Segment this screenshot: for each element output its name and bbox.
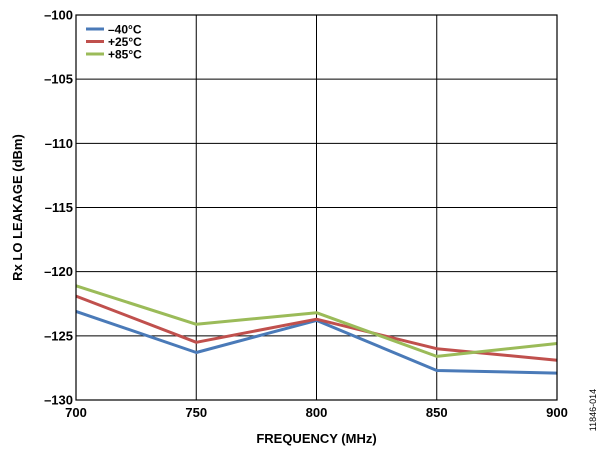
y-axis-title: Rx LO LEAKAGE (dBm) bbox=[10, 134, 25, 281]
legend-label: –40°C bbox=[108, 23, 142, 37]
legend-label: +85°C bbox=[108, 48, 142, 62]
figure-id: 11846-014 bbox=[588, 389, 598, 431]
legend-label: +25°C bbox=[108, 35, 142, 49]
series-line bbox=[75, 284, 558, 358]
x-tick-label: 900 bbox=[546, 405, 568, 420]
x-tick-label: 700 bbox=[65, 405, 87, 420]
x-tick-label: 750 bbox=[185, 405, 207, 420]
y-axis-ticks: –100 –105 –110 –115 –120 –125 –130 bbox=[44, 8, 73, 408]
grid bbox=[75, 14, 558, 401]
x-axis-ticks: 700 750 800 850 900 bbox=[65, 405, 568, 420]
legend: –40°C+25°C+85°C bbox=[86, 23, 142, 62]
x-tick-label: 800 bbox=[306, 405, 328, 420]
y-tick-label: –130 bbox=[44, 393, 73, 408]
y-tick-label: –100 bbox=[44, 8, 73, 23]
series-lines bbox=[75, 284, 558, 375]
y-tick-label: –105 bbox=[44, 72, 73, 87]
y-tick-label: –125 bbox=[44, 328, 73, 343]
y-tick-label: –110 bbox=[45, 136, 73, 151]
x-axis-title: FREQUENCY (MHz) bbox=[256, 431, 376, 446]
x-tick-label: 850 bbox=[426, 405, 448, 420]
y-tick-label: –115 bbox=[45, 200, 73, 215]
plot-frame bbox=[75, 14, 558, 401]
y-tick-label: –120 bbox=[44, 264, 73, 279]
